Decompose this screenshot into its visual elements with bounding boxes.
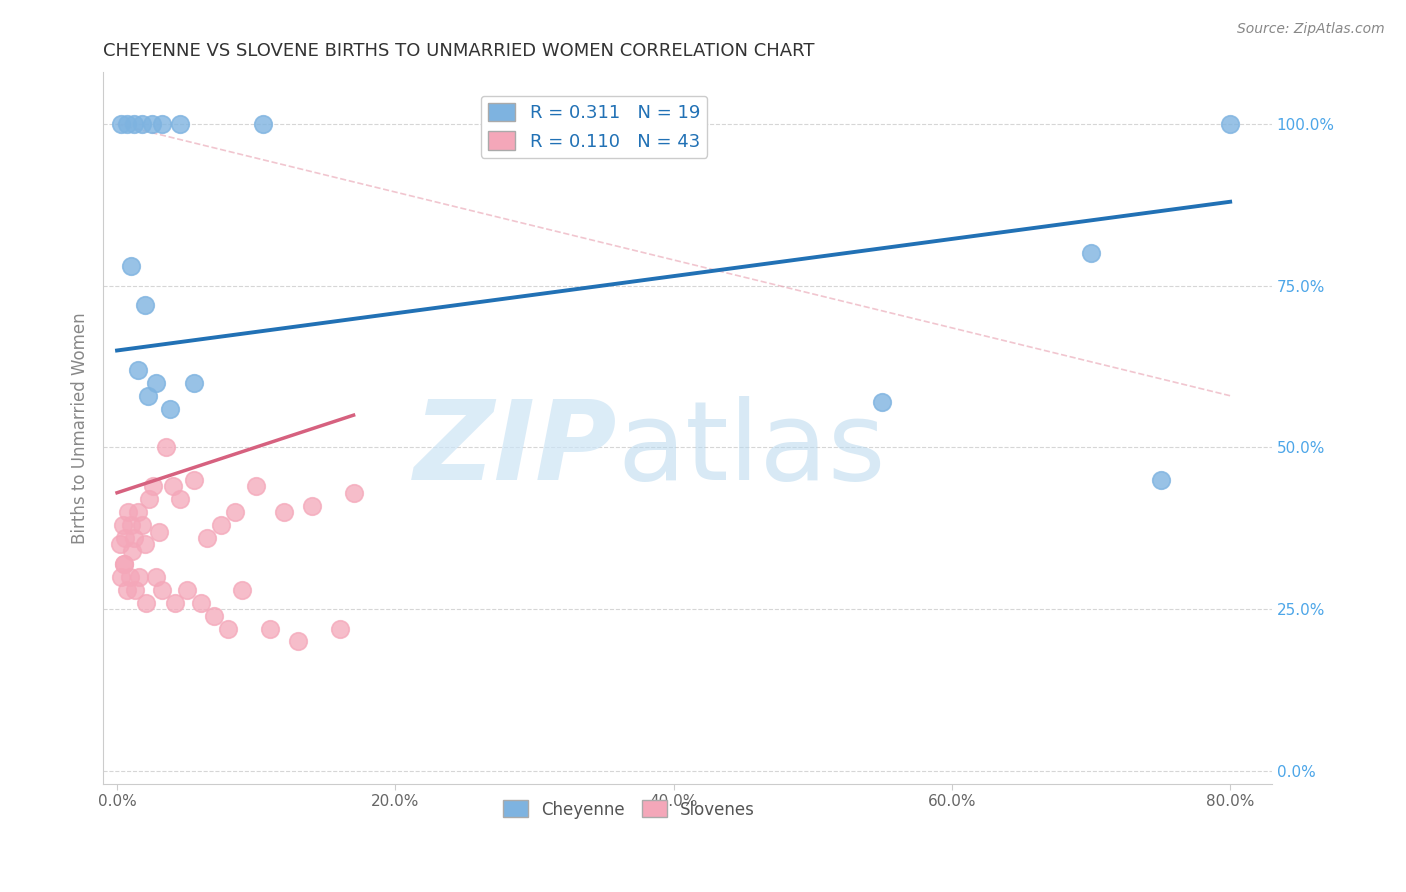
Point (115, 117, 138, 131)
Text: ZIP: ZIP (413, 396, 617, 503)
Point (138, 492, 160, 507)
Point (1219, 117, 1241, 131)
Point (150, 117, 173, 131)
Point (127, 505, 149, 519)
Point (114, 531, 136, 545)
Point (165, 596, 187, 610)
Point (159, 401, 181, 416)
Point (150, 582, 173, 597)
Point (245, 479, 267, 493)
Point (121, 544, 143, 558)
Point (1080, 246, 1102, 260)
Point (115, 582, 138, 597)
Point (148, 524, 170, 539)
Point (183, 473, 205, 487)
Point (204, 608, 226, 623)
Point (1149, 473, 1171, 487)
Point (162, 479, 184, 493)
Point (131, 518, 153, 533)
Point (169, 492, 191, 507)
Point (217, 622, 239, 636)
Y-axis label: Births to Unmarried Women: Births to Unmarried Women (72, 312, 89, 544)
Point (141, 117, 163, 131)
Point (273, 505, 295, 519)
Point (301, 499, 323, 513)
Point (145, 376, 167, 390)
Point (209, 518, 232, 533)
Point (120, 518, 142, 533)
Text: CHEYENNE VS SLOVENE BIRTHS TO UNMARRIED WOMEN CORRELATION CHART: CHEYENNE VS SLOVENE BIRTHS TO UNMARRIED … (103, 42, 814, 60)
Point (176, 582, 198, 597)
Point (135, 596, 157, 610)
Point (197, 531, 219, 545)
Point (110, 570, 132, 584)
Point (110, 117, 132, 131)
Point (329, 622, 352, 636)
Point (342, 485, 364, 500)
Point (131, 117, 153, 131)
Point (142, 479, 165, 493)
Point (134, 298, 156, 312)
Point (118, 570, 141, 584)
Point (155, 441, 177, 455)
Point (259, 622, 281, 636)
Point (872, 395, 894, 409)
Point (111, 518, 134, 533)
Point (128, 570, 150, 584)
Point (127, 363, 149, 377)
Text: atlas: atlas (617, 396, 886, 503)
Point (120, 260, 142, 274)
Point (145, 570, 167, 584)
Point (231, 582, 253, 597)
Point (108, 537, 131, 551)
Point (122, 117, 145, 131)
Legend: Cheyenne, Slovenes: Cheyenne, Slovenes (496, 794, 762, 825)
Point (190, 596, 212, 610)
Point (169, 117, 191, 131)
Point (136, 389, 159, 403)
Point (252, 117, 274, 131)
Point (124, 582, 146, 597)
Point (122, 531, 145, 545)
Text: Source: ZipAtlas.com: Source: ZipAtlas.com (1237, 22, 1385, 37)
Point (287, 634, 309, 648)
Point (112, 557, 135, 571)
Point (134, 537, 156, 551)
Point (112, 557, 135, 571)
Point (117, 505, 139, 519)
Point (183, 376, 205, 390)
Point (224, 505, 246, 519)
